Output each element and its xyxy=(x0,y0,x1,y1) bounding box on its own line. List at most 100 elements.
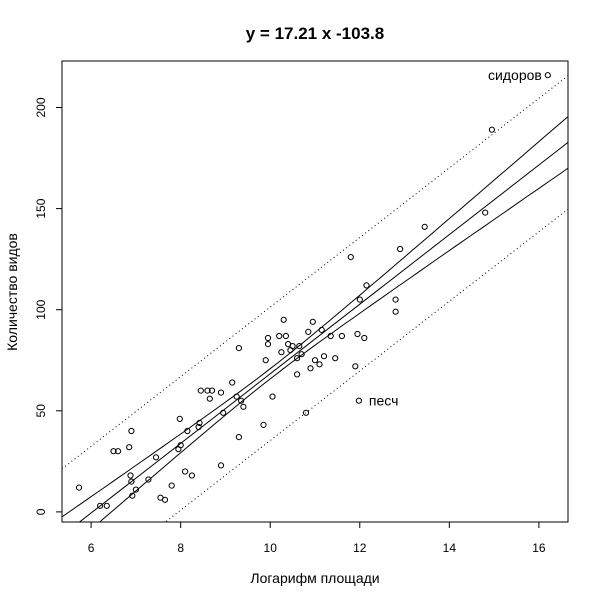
data-point xyxy=(311,357,319,364)
data-point xyxy=(206,395,213,402)
prediction-upper-line xyxy=(62,75,568,470)
data-point xyxy=(184,427,191,435)
data-point xyxy=(176,415,183,422)
data-point xyxy=(280,316,287,323)
data-point xyxy=(305,328,312,335)
x-tick-label: 6 xyxy=(88,541,95,555)
data-point xyxy=(129,492,136,499)
data-point xyxy=(208,387,216,394)
data-point xyxy=(318,326,325,333)
data-point xyxy=(97,502,104,509)
plot-frame xyxy=(61,60,569,523)
y-tick-label: 150 xyxy=(34,198,48,218)
data-point xyxy=(302,409,310,416)
y-tick-label: 100 xyxy=(34,299,48,319)
data-point xyxy=(128,478,135,485)
data-point xyxy=(354,330,361,338)
chart-title: y = 17.21 x -103.8 xyxy=(246,24,384,43)
data-point xyxy=(278,349,285,356)
data-point xyxy=(363,282,370,289)
regression-bands xyxy=(62,75,568,522)
data-point xyxy=(220,409,227,416)
data-point xyxy=(229,379,236,386)
data-point xyxy=(355,397,362,404)
regression-line xyxy=(78,141,568,522)
data-point xyxy=(188,472,195,479)
y-axis: 0 50 100 150 200 xyxy=(34,97,62,515)
data-point xyxy=(421,223,428,230)
point-annotation: песч xyxy=(369,393,399,409)
data-point xyxy=(298,351,305,358)
scatter-points xyxy=(75,72,551,509)
data-point xyxy=(356,296,363,303)
data-point xyxy=(332,355,339,362)
y-tick-label: 200 xyxy=(34,97,48,117)
data-point xyxy=(204,387,211,394)
data-point xyxy=(126,444,133,451)
data-point xyxy=(294,371,301,378)
data-point xyxy=(327,332,334,340)
data-point xyxy=(75,484,83,491)
data-point xyxy=(182,468,189,475)
x-tick-label: 12 xyxy=(353,541,367,555)
data-point xyxy=(347,254,354,261)
data-point xyxy=(132,486,139,493)
data-point xyxy=(235,345,242,352)
point-annotations: сидоров песч xyxy=(369,67,542,409)
data-point xyxy=(482,209,489,216)
data-point xyxy=(240,403,247,410)
data-point xyxy=(235,434,242,441)
data-point xyxy=(238,397,245,404)
data-point xyxy=(294,355,301,362)
data-point xyxy=(276,332,283,340)
data-point xyxy=(361,334,368,342)
data-point xyxy=(320,353,328,360)
x-tick-label: 14 xyxy=(443,541,457,555)
data-point xyxy=(289,343,296,350)
prediction-lower-line xyxy=(164,208,568,522)
data-point xyxy=(269,393,276,400)
data-point xyxy=(307,365,314,372)
data-point xyxy=(282,332,289,340)
data-point xyxy=(177,442,184,449)
data-point xyxy=(195,423,202,431)
data-point xyxy=(488,126,495,133)
y-tick-label: 0 xyxy=(34,508,48,515)
data-point xyxy=(264,334,272,342)
y-tick-label: 50 xyxy=(34,404,48,418)
data-point xyxy=(161,496,169,503)
data-point xyxy=(352,363,359,370)
data-point xyxy=(233,393,240,400)
data-point xyxy=(338,332,345,340)
data-point xyxy=(152,454,160,461)
data-point xyxy=(316,361,323,368)
data-point xyxy=(110,448,117,455)
data-point xyxy=(145,476,152,483)
data-point xyxy=(392,296,399,303)
data-point xyxy=(128,427,135,435)
x-axis-label: Логарифм площади xyxy=(250,570,379,586)
point-annotation: сидоров xyxy=(488,67,542,83)
data-point xyxy=(168,482,175,489)
confidence-lower-line xyxy=(98,167,568,522)
data-point xyxy=(296,343,303,350)
confidence-upper-line xyxy=(62,116,568,518)
x-axis: 6 8 10 12 14 16 xyxy=(88,522,546,555)
x-tick-label: 16 xyxy=(532,541,546,555)
data-point xyxy=(114,448,122,455)
data-point xyxy=(544,72,551,79)
data-point xyxy=(103,502,110,509)
data-point xyxy=(217,389,225,396)
data-point xyxy=(196,419,203,426)
data-point xyxy=(264,341,272,348)
data-point xyxy=(392,308,399,315)
data-point xyxy=(260,421,267,428)
x-tick-label: 8 xyxy=(177,541,184,555)
data-point xyxy=(217,462,225,469)
data-point xyxy=(197,387,204,394)
y-axis-label: Количество видов xyxy=(4,233,20,351)
data-point xyxy=(309,318,316,325)
x-tick-label: 10 xyxy=(264,541,278,555)
data-point xyxy=(397,245,404,253)
